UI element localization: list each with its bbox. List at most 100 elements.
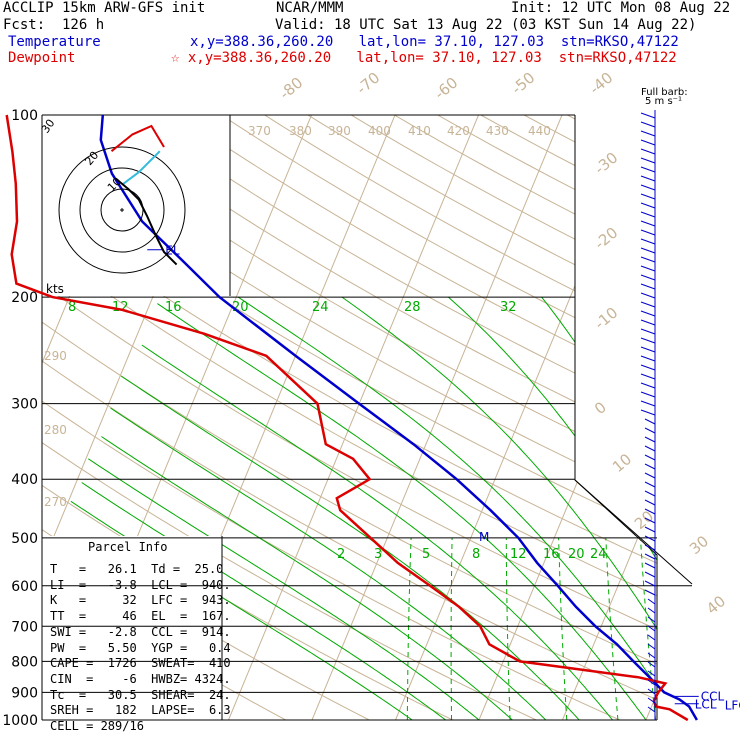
isotherm-label: 30 — [686, 532, 712, 558]
dry-adiabat — [221, 115, 657, 359]
wind-barb — [640, 184, 656, 191]
dry-adiabat — [42, 441, 537, 720]
mixing-ratio-label: 12 — [510, 547, 527, 562]
wind-barb — [640, 220, 656, 227]
parcel-info-row: PW = 5.50 YGP = 0.4 — [50, 640, 231, 655]
pressure-label: 600 — [11, 579, 38, 595]
parcel-info-row: CELL = 289/16 — [50, 719, 144, 733]
theta-label: 270 — [44, 495, 67, 509]
parcel-info-row: CAPE = 1726 SWEAT= 410 — [50, 656, 231, 671]
wind-barb — [640, 175, 656, 182]
wind-barb — [640, 256, 656, 263]
dry-adiabat — [264, 115, 657, 332]
wind-barb — [640, 265, 656, 272]
dry-adiabat — [42, 246, 657, 597]
wind-barb — [644, 445, 656, 452]
model-title: ACCLIP 15km ARW-GFS init — [3, 0, 206, 16]
wind-barb — [644, 418, 656, 425]
pressure-label: 900 — [11, 685, 38, 701]
theta-label: 440 — [528, 124, 551, 138]
lcl-label: LCL — [695, 698, 717, 712]
wind-barb — [644, 526, 656, 533]
wind-barb — [640, 283, 656, 290]
wind-barb — [644, 553, 656, 560]
theta-label: 370 — [248, 124, 271, 138]
hodograph-trace-cyan — [121, 150, 161, 186]
wind-barb — [640, 319, 656, 326]
wind-barb — [640, 391, 656, 398]
ccl-label: CCL — [701, 689, 725, 703]
wind-barb — [640, 364, 656, 371]
parcel-info-title: Parcel Info — [88, 540, 168, 554]
mixing-ratio-line — [605, 537, 619, 720]
mixing-ratio-label: 20 — [568, 547, 585, 562]
theta-label: 380 — [289, 124, 312, 138]
dry-adiabat — [42, 484, 453, 720]
el-label: EL — [165, 244, 180, 258]
pressure-label: 800 — [11, 654, 38, 670]
dry-adiabat — [350, 115, 657, 281]
parcel-info-row: CIN = -6 HWBZ= 4324. — [50, 671, 231, 686]
theta-e-label: 28 — [404, 300, 421, 315]
wind-barb — [640, 166, 656, 173]
dry-adiabat — [394, 115, 657, 256]
wind-barb — [640, 409, 656, 416]
pressure-label: 200 — [11, 290, 38, 306]
theta-label: 390 — [328, 124, 351, 138]
dry-adiabat — [42, 360, 657, 701]
wind-barb — [644, 463, 656, 470]
wind-barb — [644, 544, 656, 551]
isotherm-label: -40 — [586, 69, 616, 99]
wind-barb — [640, 247, 656, 254]
pressure-label: 500 — [11, 531, 38, 547]
mixing-ratio-line — [450, 537, 453, 720]
wind-barb — [647, 652, 656, 659]
parcel-info-row: T = 26.1 Td = 25.0 — [50, 562, 224, 576]
hodograph-trace-black — [115, 177, 178, 266]
wind-barb — [640, 112, 656, 119]
hodograph-ring — [79, 167, 165, 253]
isotherm-label: -60 — [431, 74, 461, 104]
isotherm-label: -80 — [276, 74, 306, 104]
theta-label: 280 — [44, 423, 67, 437]
barb-units: 5 m s⁻¹ — [645, 96, 682, 107]
theta-label: 400 — [368, 124, 391, 138]
wind-barb — [647, 643, 656, 650]
theta-label: 290 — [44, 349, 67, 363]
temperature-legend-info: x,y=388.36,260.20 lat,lon= 37.10, 127.03… — [190, 34, 679, 50]
wind-barb — [647, 679, 656, 686]
isotherm — [730, 115, 740, 720]
wind-barb — [640, 373, 656, 380]
parcel-info-row: TT = 46 EL = 167. — [50, 609, 231, 624]
isotherm-label: -70 — [353, 69, 383, 99]
isotherm — [311, 115, 563, 720]
mixing-ratio-label: 2 — [337, 547, 345, 562]
wind-barb — [640, 310, 656, 317]
wind-barb — [644, 580, 656, 587]
wind-barb — [647, 706, 656, 713]
dewpoint-legend-label: Dewpoint — [8, 50, 76, 66]
wind-barb — [640, 355, 656, 362]
mixing-ratio-label: 5 — [422, 547, 430, 562]
wind-barb — [647, 616, 656, 623]
theta-e-label: 8 — [68, 300, 76, 315]
wind-barb — [647, 598, 656, 605]
diag-edge — [574, 479, 693, 585]
lfc-label: LFC — [725, 699, 740, 713]
skewt-overlay: 100 200 300 400 500 600 700 800 900 1000 -80 -70 -60… — [2, 69, 740, 729]
wind-barb — [640, 121, 656, 128]
wind-barb — [640, 328, 656, 335]
theta-label: 410 — [408, 124, 431, 138]
pressure-label: 300 — [11, 397, 38, 413]
wind-barb — [640, 139, 656, 146]
isotherm — [228, 115, 479, 720]
theta-label: 430 — [486, 124, 509, 138]
mixing-ratio-label: 24 — [590, 547, 607, 562]
dry-adiabat — [42, 321, 657, 665]
isotherm-label: -50 — [508, 69, 538, 99]
wind-barb — [644, 571, 656, 578]
barb-label: Full barb: — [641, 87, 688, 98]
wind-barb — [644, 499, 656, 506]
wind-barb — [640, 157, 656, 164]
wind-barb — [644, 589, 656, 596]
